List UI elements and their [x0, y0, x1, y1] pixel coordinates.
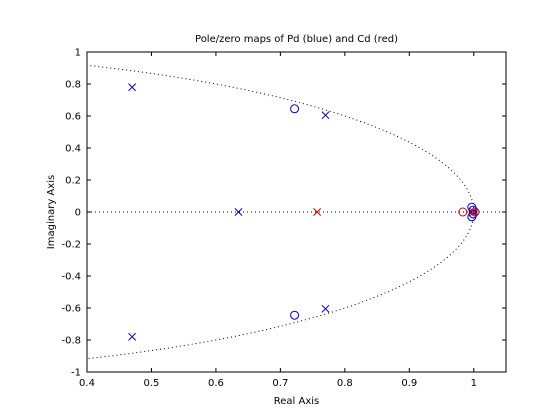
- x-axis-label: Real Axis: [274, 396, 319, 407]
- x-tick-label: 0.9: [401, 378, 417, 389]
- pole-marker: [321, 304, 330, 313]
- x-tick-label: 1: [471, 378, 477, 389]
- data-points: [128, 83, 480, 341]
- pole-marker: [234, 208, 243, 216]
- y-tick-label: 0.6: [65, 112, 81, 123]
- y-tick-label: -1: [71, 368, 81, 379]
- y-axis-label: Imaginary Axis: [46, 175, 57, 249]
- x-tick-label: 0.4: [79, 378, 95, 389]
- x-tick-labels: 0.4 0.5 0.6 0.7 0.8 0.9 1: [79, 378, 477, 389]
- x-tick-label: 0.5: [144, 378, 160, 389]
- x-tick-label: 0.8: [337, 378, 353, 389]
- pole-marker: [313, 208, 322, 216]
- chart-title: Pole/zero maps of Pd (blue) and Cd (red): [195, 34, 398, 45]
- y-tick-label: 0.8: [65, 80, 81, 91]
- pole-marker: [128, 332, 137, 341]
- y-tick-label: -0.6: [61, 304, 81, 315]
- y-tick-label: -0.2: [61, 240, 81, 251]
- x-tick-label: 0.7: [272, 378, 288, 389]
- y-tick-label: -0.4: [61, 272, 81, 283]
- zero-marker: [290, 104, 300, 114]
- zero-marker: [468, 205, 478, 215]
- y-tick-label: 1: [75, 48, 81, 59]
- x-tick-label: 0.6: [208, 378, 224, 389]
- y-tick-label: -0.8: [61, 336, 81, 347]
- y-tick-label: 0.2: [65, 176, 81, 187]
- pole-marker: [321, 111, 330, 120]
- zero-marker: [290, 310, 300, 320]
- y-tick-labels: -1 -0.8 -0.6 -0.4 -0.2 0 0.2 0.4 0.6 0.8 1: [61, 48, 81, 379]
- axis-ticks: [86, 51, 506, 373]
- zero-marker: [458, 207, 468, 217]
- y-tick-label: 0.4: [65, 144, 81, 155]
- zero-marker: [470, 207, 480, 217]
- pole-marker: [128, 83, 137, 92]
- y-tick-label: 0: [75, 208, 81, 219]
- zero-marker: [468, 209, 478, 219]
